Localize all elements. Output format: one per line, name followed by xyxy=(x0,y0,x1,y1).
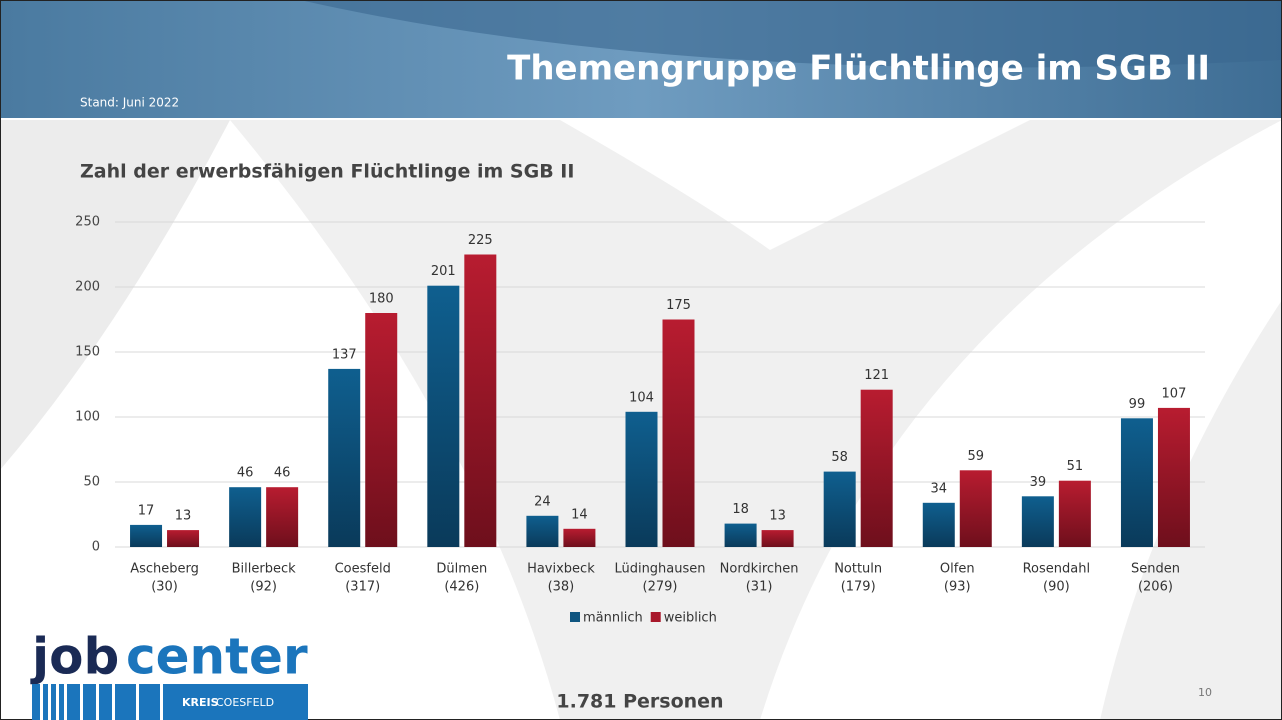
bg-shape xyxy=(1100,300,1282,720)
logo-kreis: KREIS xyxy=(182,696,219,709)
bar xyxy=(625,411,658,547)
value-label: 14 xyxy=(571,507,588,522)
x-tick-label: (93) xyxy=(944,580,971,595)
bar xyxy=(1021,496,1054,547)
bar xyxy=(860,389,893,547)
x-tick-label: Nordkirchen xyxy=(720,562,799,577)
value-label: 180 xyxy=(369,292,394,307)
bar xyxy=(130,524,163,547)
value-label: 13 xyxy=(175,509,192,524)
value-label: 34 xyxy=(930,481,947,496)
slide-title: Themengruppe Flüchtlinge im SGB II xyxy=(507,49,1210,89)
bar xyxy=(167,530,200,547)
logo-job: job xyxy=(30,628,119,686)
value-label: 58 xyxy=(831,450,848,465)
bar xyxy=(1120,418,1153,547)
total: 1.781 Personen xyxy=(556,691,723,713)
bar xyxy=(823,471,856,547)
value-label: 18 xyxy=(732,502,749,517)
bar xyxy=(229,487,262,547)
header-shape xyxy=(300,0,1282,68)
value-label: 137 xyxy=(332,347,357,362)
bar xyxy=(724,523,757,547)
x-tick-label: Olfen xyxy=(940,562,975,577)
bar xyxy=(427,285,460,547)
value-label: 175 xyxy=(666,298,691,313)
value-label: 59 xyxy=(967,449,984,464)
bar xyxy=(526,515,559,547)
value-label: 24 xyxy=(534,494,551,509)
bar xyxy=(1058,480,1091,547)
logo-stripes xyxy=(40,684,163,720)
legend-swatch xyxy=(570,612,580,622)
x-tick-label: Billerbeck xyxy=(232,562,296,577)
value-label: 39 xyxy=(1030,475,1047,490)
value-label: 225 xyxy=(468,233,493,248)
value-label: 99 xyxy=(1129,397,1146,412)
bar xyxy=(464,254,497,547)
x-tick-label: (92) xyxy=(250,580,277,595)
legend-label: männlich xyxy=(583,611,643,626)
bar xyxy=(328,368,361,547)
x-tick-label: Nottuln xyxy=(834,562,882,577)
y-tick-label: 200 xyxy=(75,280,100,295)
bar xyxy=(922,502,955,547)
value-label: 51 xyxy=(1067,459,1084,474)
x-tick-label: (279) xyxy=(643,580,678,595)
value-label: 107 xyxy=(1162,386,1187,401)
value-label: 121 xyxy=(864,368,889,383)
x-tick-label: (179) xyxy=(841,580,876,595)
bar xyxy=(959,470,992,547)
page-number: 10 xyxy=(1198,686,1212,699)
bg-shape xyxy=(560,120,1030,250)
x-tick-label: (30) xyxy=(151,580,178,595)
value-label: 17 xyxy=(138,503,155,518)
x-tick-label: Dülmen xyxy=(436,562,487,577)
value-label: 13 xyxy=(769,509,786,524)
x-tick-label: (426) xyxy=(444,580,479,595)
chart-title: Zahl der erwerbsfähigen Flüchtlinge im S… xyxy=(80,161,574,183)
x-tick-label: Rosendahl xyxy=(1023,562,1090,577)
bar xyxy=(1157,407,1190,547)
x-tick-label: Senden xyxy=(1131,562,1180,577)
bar xyxy=(365,313,398,547)
y-tick-label: 100 xyxy=(75,410,100,425)
bar xyxy=(761,530,794,547)
x-tick-label: Coesfeld xyxy=(335,562,391,577)
x-tick-label: (90) xyxy=(1043,580,1070,595)
legend-swatch xyxy=(650,612,661,622)
logo: job center KREIS COESFELD xyxy=(30,628,308,720)
bar xyxy=(266,487,299,547)
y-tick-label: 150 xyxy=(75,345,100,360)
x-tick-label: Havixbeck xyxy=(527,562,595,577)
value-label: 104 xyxy=(629,390,654,405)
bar xyxy=(563,528,596,547)
logo-coesfeld: COESFELD xyxy=(216,696,274,709)
bar xyxy=(662,319,695,547)
x-tick-label: (38) xyxy=(548,580,575,595)
x-tick-label: Ascheberg xyxy=(130,562,199,577)
x-tick-label: (31) xyxy=(746,580,773,595)
value-label: 201 xyxy=(431,264,456,279)
value-label: 46 xyxy=(274,466,291,481)
x-tick-label: Lüdinghausen xyxy=(614,562,705,577)
y-tick-label: 0 xyxy=(92,540,100,555)
x-tick-label: (317) xyxy=(345,580,380,595)
slide-subtitle: Stand: Juni 2022 xyxy=(80,96,179,110)
logo-center: center xyxy=(126,628,308,686)
logo-bar xyxy=(32,684,308,720)
bg-shape xyxy=(0,120,230,470)
y-tick-label: 50 xyxy=(83,475,100,490)
value-label: 46 xyxy=(237,466,254,481)
legend-label: weiblich xyxy=(664,611,717,626)
x-tick-label: (206) xyxy=(1138,580,1173,595)
y-tick-label: 250 xyxy=(75,215,100,230)
